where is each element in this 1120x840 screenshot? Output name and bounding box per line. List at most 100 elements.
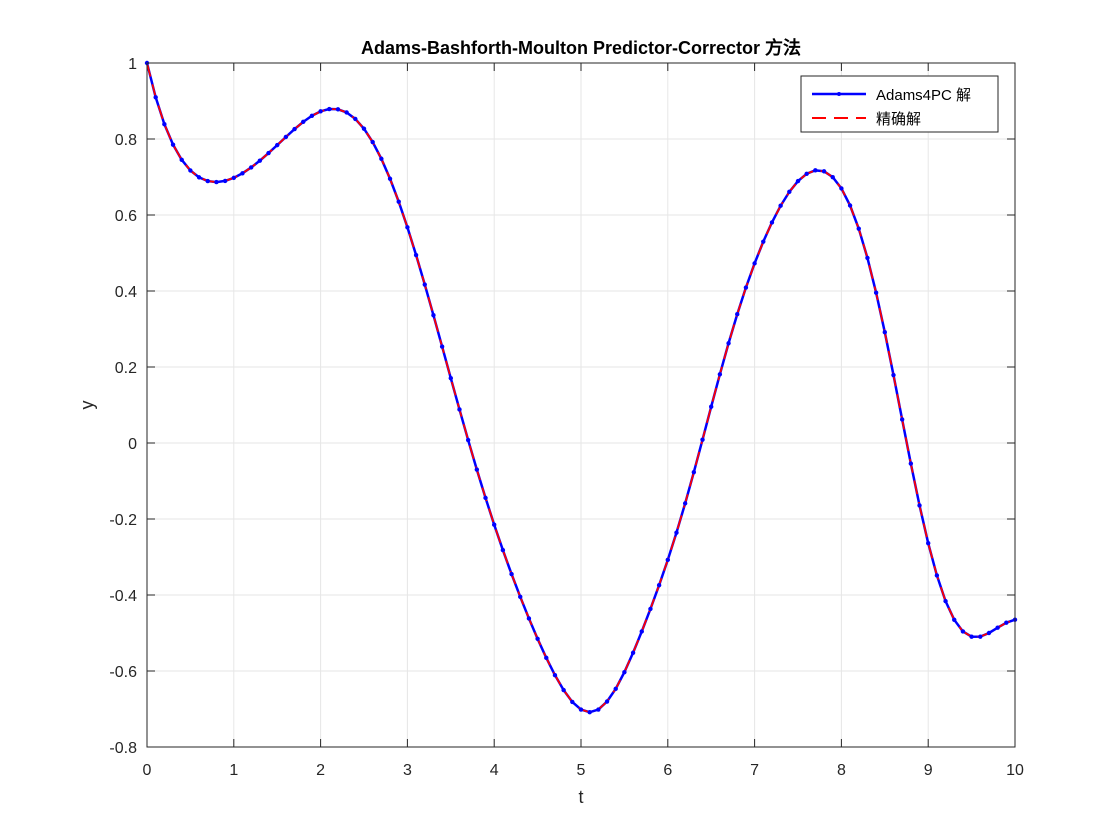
data-point-adams4pc (674, 530, 679, 535)
y-tick-label: -0.6 (109, 664, 137, 681)
data-point-adams4pc (926, 540, 931, 546)
data-point-adams4pc (691, 469, 697, 475)
data-point-adams4pc (344, 110, 349, 115)
data-point-adams4pc (153, 95, 158, 100)
data-point-adams4pc (630, 650, 636, 655)
data-point-adams4pc (613, 686, 618, 691)
y-tick-label: 0.8 (115, 132, 137, 149)
data-point-adams4pc (257, 158, 263, 163)
data-point-adams4pc (248, 165, 254, 170)
y-tick-label: -0.4 (109, 588, 137, 605)
data-point-adams4pc (821, 169, 827, 174)
data-point-adams4pc (179, 157, 184, 163)
data-point-adams4pc (492, 522, 497, 527)
data-point-adams4pc (865, 255, 870, 261)
data-point-adams4pc (873, 290, 879, 295)
data-point-adams4pc (301, 119, 306, 125)
data-point-adams4pc (709, 404, 714, 409)
data-point-adams4pc (231, 175, 236, 181)
data-point-adams4pc (500, 547, 506, 553)
data-point-adams4pc (978, 634, 983, 639)
x-axis-label: t (578, 787, 583, 807)
data-point-adams4pc (787, 189, 792, 195)
y-tick-label: 0.4 (115, 284, 137, 301)
x-tick-label: 10 (1006, 762, 1024, 779)
data-point-adams4pc (899, 417, 905, 422)
data-point-adams4pc (544, 655, 549, 661)
data-point-adams4pc (726, 341, 731, 346)
data-point-adams4pc (240, 171, 245, 176)
x-tick-label: 6 (663, 762, 672, 779)
data-point-adams4pc (370, 139, 375, 145)
data-point-adams4pc (448, 375, 453, 381)
legend-box (800, 75, 999, 133)
curves (144, 60, 1018, 715)
y-tick-labels: -0.8 -0.6 -0.4 -0.2 0 0.2 0.4 0.6 0.8 1 (109, 56, 137, 757)
data-point-adams4pc (917, 503, 922, 508)
data-point-adams4pc (292, 126, 297, 132)
data-point-adams4pc (214, 179, 219, 185)
data-point-adams4pc (283, 134, 289, 140)
data-point-adams4pc (518, 594, 523, 600)
data-point-adams4pc (717, 372, 723, 377)
data-point-adams4pc (587, 710, 592, 715)
y-tick-label: 0.6 (115, 208, 137, 225)
legend-label-adams4pc: Adams4PC 解 (876, 87, 971, 104)
data-point-adams4pc (335, 107, 341, 112)
data-point-adams4pc (361, 126, 367, 131)
data-point-adams4pc (474, 467, 480, 472)
x-tick-labels: 0 1 2 3 4 5 6 7 8 9 10 (143, 762, 1024, 779)
data-point-adams4pc (795, 178, 801, 184)
data-point-adams4pc (943, 598, 948, 604)
chart-title: Adams-Bashforth-Moulton Predictor-Correc… (361, 37, 801, 58)
data-point-adams4pc (847, 203, 853, 208)
data-point-adams4pc (908, 461, 914, 466)
data-point-adams4pc (682, 501, 688, 506)
data-point-adams4pc (804, 171, 809, 176)
data-point-adams4pc (769, 220, 775, 225)
data-point-adams4pc (509, 571, 514, 577)
data-point-adams4pc (483, 495, 488, 501)
x-tick-label: 3 (403, 762, 412, 779)
x-tick-label: 2 (316, 762, 325, 779)
data-point-adams4pc (995, 625, 1000, 630)
data-point-adams4pc (960, 629, 966, 634)
data-point-adams4pc (387, 176, 393, 181)
x-tick-label: 7 (750, 762, 759, 779)
data-point-adams4pc (882, 329, 887, 335)
data-point-adams4pc (413, 252, 419, 258)
data-point-adams4pc (743, 285, 749, 290)
data-point-adams4pc (439, 344, 445, 349)
data-point-adams4pc (578, 707, 584, 712)
data-point-adams4pc (665, 557, 670, 563)
y-tick-label: 1 (128, 56, 137, 73)
legend-marker-adams4pc (837, 92, 841, 96)
y-tick-label: 0 (128, 436, 137, 453)
data-point-adams4pc (318, 109, 323, 114)
data-point-adams4pc (396, 199, 401, 204)
data-point-adams4pc (457, 407, 462, 412)
data-point-adams4pc (552, 672, 558, 678)
data-point-adams4pc (422, 282, 427, 287)
x-tick-label: 8 (837, 762, 846, 779)
data-point-adams4pc (275, 142, 280, 148)
data-point-adams4pc (778, 203, 783, 208)
data-point-adams4pc (934, 573, 940, 578)
data-point-adams4pc (700, 437, 705, 442)
data-point-adams4pc (656, 582, 662, 588)
y-tick-label: -0.2 (109, 512, 137, 529)
data-point-adams4pc (604, 699, 610, 704)
data-point-adams4pc (622, 669, 627, 675)
data-point-adams4pc (170, 142, 176, 147)
data-point-adams4pc (526, 616, 532, 621)
legend: Adams4PC 解 精确解 (800, 75, 999, 133)
y-axis-label: y (77, 401, 97, 410)
data-point-adams4pc (561, 687, 566, 693)
data-point-adams4pc (1004, 620, 1009, 625)
x-tick-label: 5 (577, 762, 586, 779)
data-point-adams4pc (535, 636, 540, 642)
ticks (146, 62, 1016, 748)
y-tick-label: 0.2 (115, 360, 137, 377)
